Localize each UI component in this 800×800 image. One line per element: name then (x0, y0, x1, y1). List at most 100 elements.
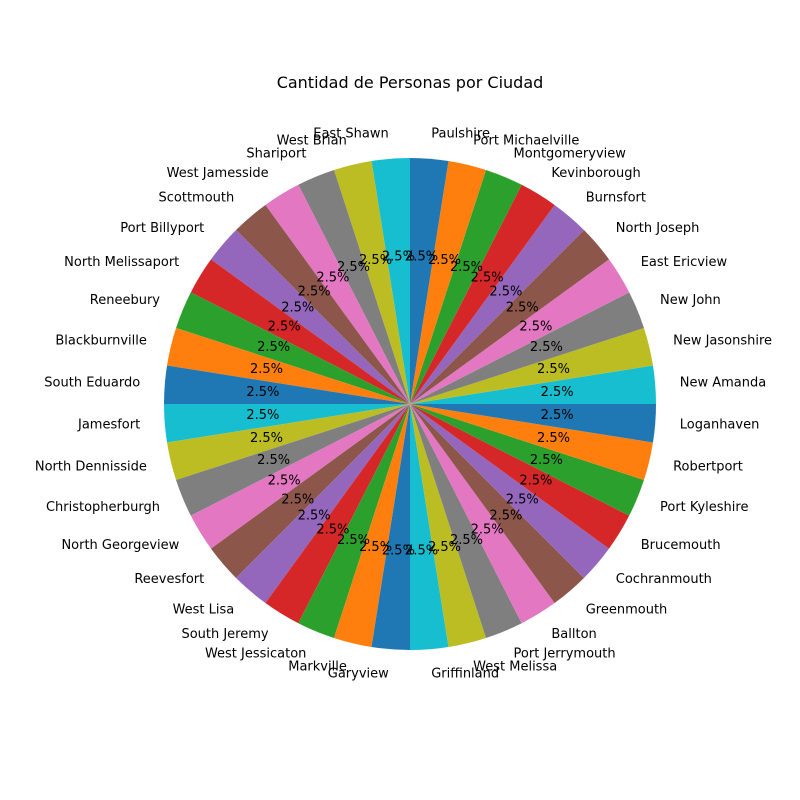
slice-percent-label: 2.5% (519, 474, 552, 489)
slice-percent-label: 2.5% (428, 540, 461, 555)
slice-percent-label: 2.5% (246, 385, 279, 400)
slice-percent-label: 2.5% (541, 385, 574, 400)
slice-percent-label: 2.5% (530, 340, 563, 355)
pie-slice (410, 292, 644, 404)
slice-category-label: West Brian (277, 133, 347, 148)
slice-category-label: Garyview (328, 666, 389, 681)
pie-slice (236, 404, 410, 604)
slice-percent-label: 2.5% (268, 319, 301, 334)
slice-percent-label: 2.5% (246, 408, 279, 423)
slice-category-label: Loganhaven (680, 418, 760, 433)
pie-slice (176, 292, 410, 404)
pie-slices (164, 158, 656, 650)
slice-percent-label: 2.5% (250, 431, 283, 446)
pie-slice (371, 158, 410, 404)
pie-slice (410, 404, 610, 578)
pie-slice (410, 170, 522, 404)
pie-slice (333, 404, 410, 647)
slice-percent-label: 2.5% (489, 284, 522, 299)
chart-title: Cantidad de Personas por Ciudad (277, 73, 544, 92)
slice-category-label: Jamesfort (77, 418, 140, 433)
slice-category-label: New Amanda (680, 375, 766, 390)
pie-slice (190, 259, 410, 404)
slice-percent-label: 2.5% (506, 301, 539, 316)
slice-category-label: Brucemouth (641, 538, 721, 553)
slice-percent-label: 2.5% (537, 362, 570, 377)
percent-labels: 2.5%2.5%2.5%2.5%2.5%2.5%2.5%2.5%2.5%2.5%… (246, 249, 573, 558)
pie-slice (371, 404, 410, 650)
pie-slice (298, 404, 410, 638)
slice-category-label: Reevesfort (134, 572, 204, 587)
pie-slice (236, 204, 410, 404)
pie-slice (210, 404, 410, 578)
slice-category-label: Kevinborough (551, 166, 640, 181)
pie-slice (410, 404, 555, 624)
pie-slice (167, 327, 410, 404)
slice-percent-label: 2.5% (316, 271, 349, 286)
pie-slice (410, 161, 487, 404)
slice-category-label: Port Michaelville (473, 133, 579, 148)
slice-category-label: Greenmouth (586, 602, 668, 617)
slice-category-label: Paulshire (431, 127, 490, 142)
slice-category-label: Shariport (246, 146, 306, 161)
slice-category-label: Port Billyport (120, 221, 204, 236)
slice-percent-label: 2.5% (281, 492, 314, 507)
slice-category-label: South Jeremy (181, 627, 268, 642)
slice-category-label: East Ericview (641, 255, 728, 270)
pie-slice (410, 259, 630, 404)
slice-category-label: Reneebury (90, 293, 161, 308)
slice-percent-label: 2.5% (257, 453, 290, 468)
pie-slice (410, 404, 522, 638)
slice-category-label: Blackburnville (55, 333, 147, 348)
pie-slice (410, 404, 584, 604)
slice-category-label: Robertport (673, 460, 743, 475)
slice-percent-label: 2.5% (530, 453, 563, 468)
slice-category-label: West Melissa (473, 660, 557, 675)
pie-slice (410, 204, 584, 404)
slice-percent-label: 2.5% (489, 509, 522, 524)
pie-slice (176, 404, 410, 516)
slice-percent-label: 2.5% (450, 533, 483, 548)
slice-percent-label: 2.5% (382, 249, 415, 264)
slice-category-label: West Jessicaton (205, 647, 307, 662)
slice-percent-label: 2.5% (337, 260, 370, 275)
slice-category-label: Montgomeryview (514, 146, 627, 161)
pie-slice (164, 365, 410, 404)
pie-slice (210, 230, 410, 404)
pie-slice (265, 184, 410, 404)
pie-slice (333, 161, 410, 404)
slice-percent-label: 2.5% (337, 533, 370, 548)
slice-percent-label: 2.5% (257, 340, 290, 355)
pie-slice (410, 404, 653, 481)
slice-percent-label: 2.5% (382, 544, 415, 559)
slice-category-label: North Dennisside (35, 460, 147, 475)
pie-slice (265, 404, 410, 624)
slice-percent-label: 2.5% (250, 362, 283, 377)
pie-slice (167, 404, 410, 481)
pie-slice (190, 404, 410, 549)
slice-percent-label: 2.5% (471, 271, 504, 286)
slice-percent-label: 2.5% (541, 408, 574, 423)
pie-slice (410, 327, 653, 404)
slice-percent-label: 2.5% (298, 509, 331, 524)
slice-percent-label: 2.5% (298, 284, 331, 299)
pie-slice (410, 404, 656, 443)
slice-category-label: North Georgeview (61, 538, 179, 553)
pie-slice (410, 365, 656, 404)
slice-percent-label: 2.5% (316, 522, 349, 537)
slice-percent-label: 2.5% (281, 301, 314, 316)
slice-category-label: Burnsfort (586, 191, 646, 206)
pie-slice (410, 404, 449, 650)
slice-category-label: New Jasonshire (673, 333, 772, 348)
slice-percent-label: 2.5% (359, 540, 392, 555)
slice-category-label: Port Kyleshire (660, 500, 748, 515)
slice-percent-label: 2.5% (519, 319, 552, 334)
pie-slice (164, 404, 410, 443)
slice-percent-label: 2.5% (471, 522, 504, 537)
pie-slice (410, 404, 630, 549)
slice-category-label: Ballton (551, 627, 596, 642)
slice-percent-label: 2.5% (537, 431, 570, 446)
